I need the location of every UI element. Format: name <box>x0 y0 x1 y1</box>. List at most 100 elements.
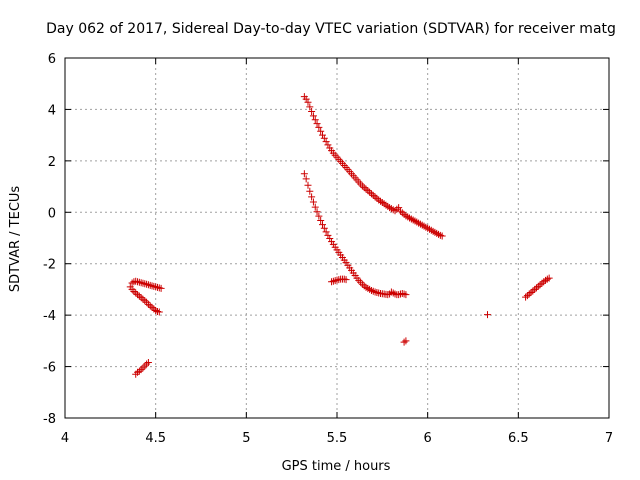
data-point <box>371 193 379 201</box>
data-point <box>377 197 385 205</box>
data-point <box>364 284 372 292</box>
data-point <box>378 199 386 207</box>
data-point <box>134 368 142 376</box>
data-point <box>391 207 399 215</box>
data-point <box>435 230 443 238</box>
data-point <box>402 212 410 220</box>
data-point <box>322 138 330 146</box>
data-point <box>309 198 317 206</box>
data-point <box>139 279 147 287</box>
data-point <box>150 305 158 313</box>
data-point <box>389 206 397 214</box>
data-point <box>137 294 145 302</box>
data-point <box>128 279 136 287</box>
data-point <box>384 291 392 299</box>
data-point <box>144 281 152 289</box>
data-point <box>402 337 410 345</box>
data-point <box>135 367 143 375</box>
data-point <box>375 196 383 204</box>
data-point <box>538 279 546 287</box>
data-point <box>413 218 421 226</box>
data-point <box>427 226 435 234</box>
data-point <box>320 134 328 142</box>
data-point <box>525 290 533 298</box>
y-tick-label: -2 <box>43 258 56 273</box>
data-point <box>531 285 539 293</box>
data-point <box>523 292 531 300</box>
data-point <box>367 286 375 294</box>
data-point <box>425 225 433 233</box>
data-point <box>409 216 417 224</box>
data-point <box>422 223 430 231</box>
data-point <box>322 228 330 236</box>
data-point <box>369 191 377 199</box>
data-point <box>545 274 553 282</box>
data-point <box>137 366 145 374</box>
data-point <box>328 278 336 286</box>
y-tick-label: -8 <box>43 412 56 427</box>
data-point <box>134 278 142 286</box>
data-point <box>529 287 537 295</box>
data-point <box>429 227 437 235</box>
data-point <box>384 202 392 210</box>
data-point <box>396 207 404 215</box>
data-point <box>146 281 154 289</box>
data-point <box>367 190 375 198</box>
data-point <box>534 282 542 290</box>
x-tick-label: 5.5 <box>327 431 348 446</box>
data-point <box>153 283 161 291</box>
data-point <box>326 235 334 243</box>
data-point <box>387 288 395 296</box>
data-point <box>393 205 401 213</box>
data-point <box>340 275 348 283</box>
data-point <box>313 120 321 128</box>
x-tick-label: 5 <box>242 431 250 446</box>
data-point <box>304 181 312 189</box>
data-point <box>362 185 370 193</box>
data-point <box>141 280 149 288</box>
plot-frame <box>64 57 610 419</box>
x-axis-label: GPS time / hours <box>282 459 391 474</box>
data-point <box>300 170 308 178</box>
data-point <box>152 307 160 315</box>
data-point <box>406 214 414 222</box>
data-point <box>402 291 410 299</box>
data-point <box>418 221 426 229</box>
x-tick-label: 7 <box>605 431 613 446</box>
data-point <box>532 284 540 292</box>
x-tick-label: 4 <box>61 431 69 446</box>
data-point <box>415 219 423 227</box>
data-point <box>308 193 316 201</box>
data-point <box>130 287 138 295</box>
grid-lines <box>65 58 609 418</box>
data-point <box>358 182 366 190</box>
data-point <box>144 358 152 366</box>
data-point <box>153 308 161 316</box>
data-point <box>146 302 154 310</box>
data-point <box>373 289 381 297</box>
data-point <box>522 293 530 301</box>
data-point <box>424 224 432 232</box>
data-point <box>143 360 151 368</box>
data-point <box>398 209 406 217</box>
data-point <box>324 231 332 239</box>
data-point <box>484 311 492 319</box>
chart-title: Day 062 of 2017, Sidereal Day-to-day VTE… <box>46 21 616 37</box>
y-axis-label: SDTVAR / TECUs <box>8 186 23 293</box>
data-point <box>387 205 395 213</box>
y-tick-label: -6 <box>43 361 56 376</box>
data-point <box>302 175 310 183</box>
data-point <box>309 112 317 120</box>
data-point <box>318 221 326 229</box>
data-point <box>132 289 140 297</box>
data-point <box>335 276 343 284</box>
x-tick-label: 6.5 <box>508 431 529 446</box>
data-point <box>400 338 408 346</box>
data-point <box>143 280 151 288</box>
data-point <box>536 281 544 289</box>
data-point <box>148 282 156 290</box>
data-point <box>389 289 397 297</box>
data-point <box>317 127 325 135</box>
data-point <box>329 277 337 285</box>
